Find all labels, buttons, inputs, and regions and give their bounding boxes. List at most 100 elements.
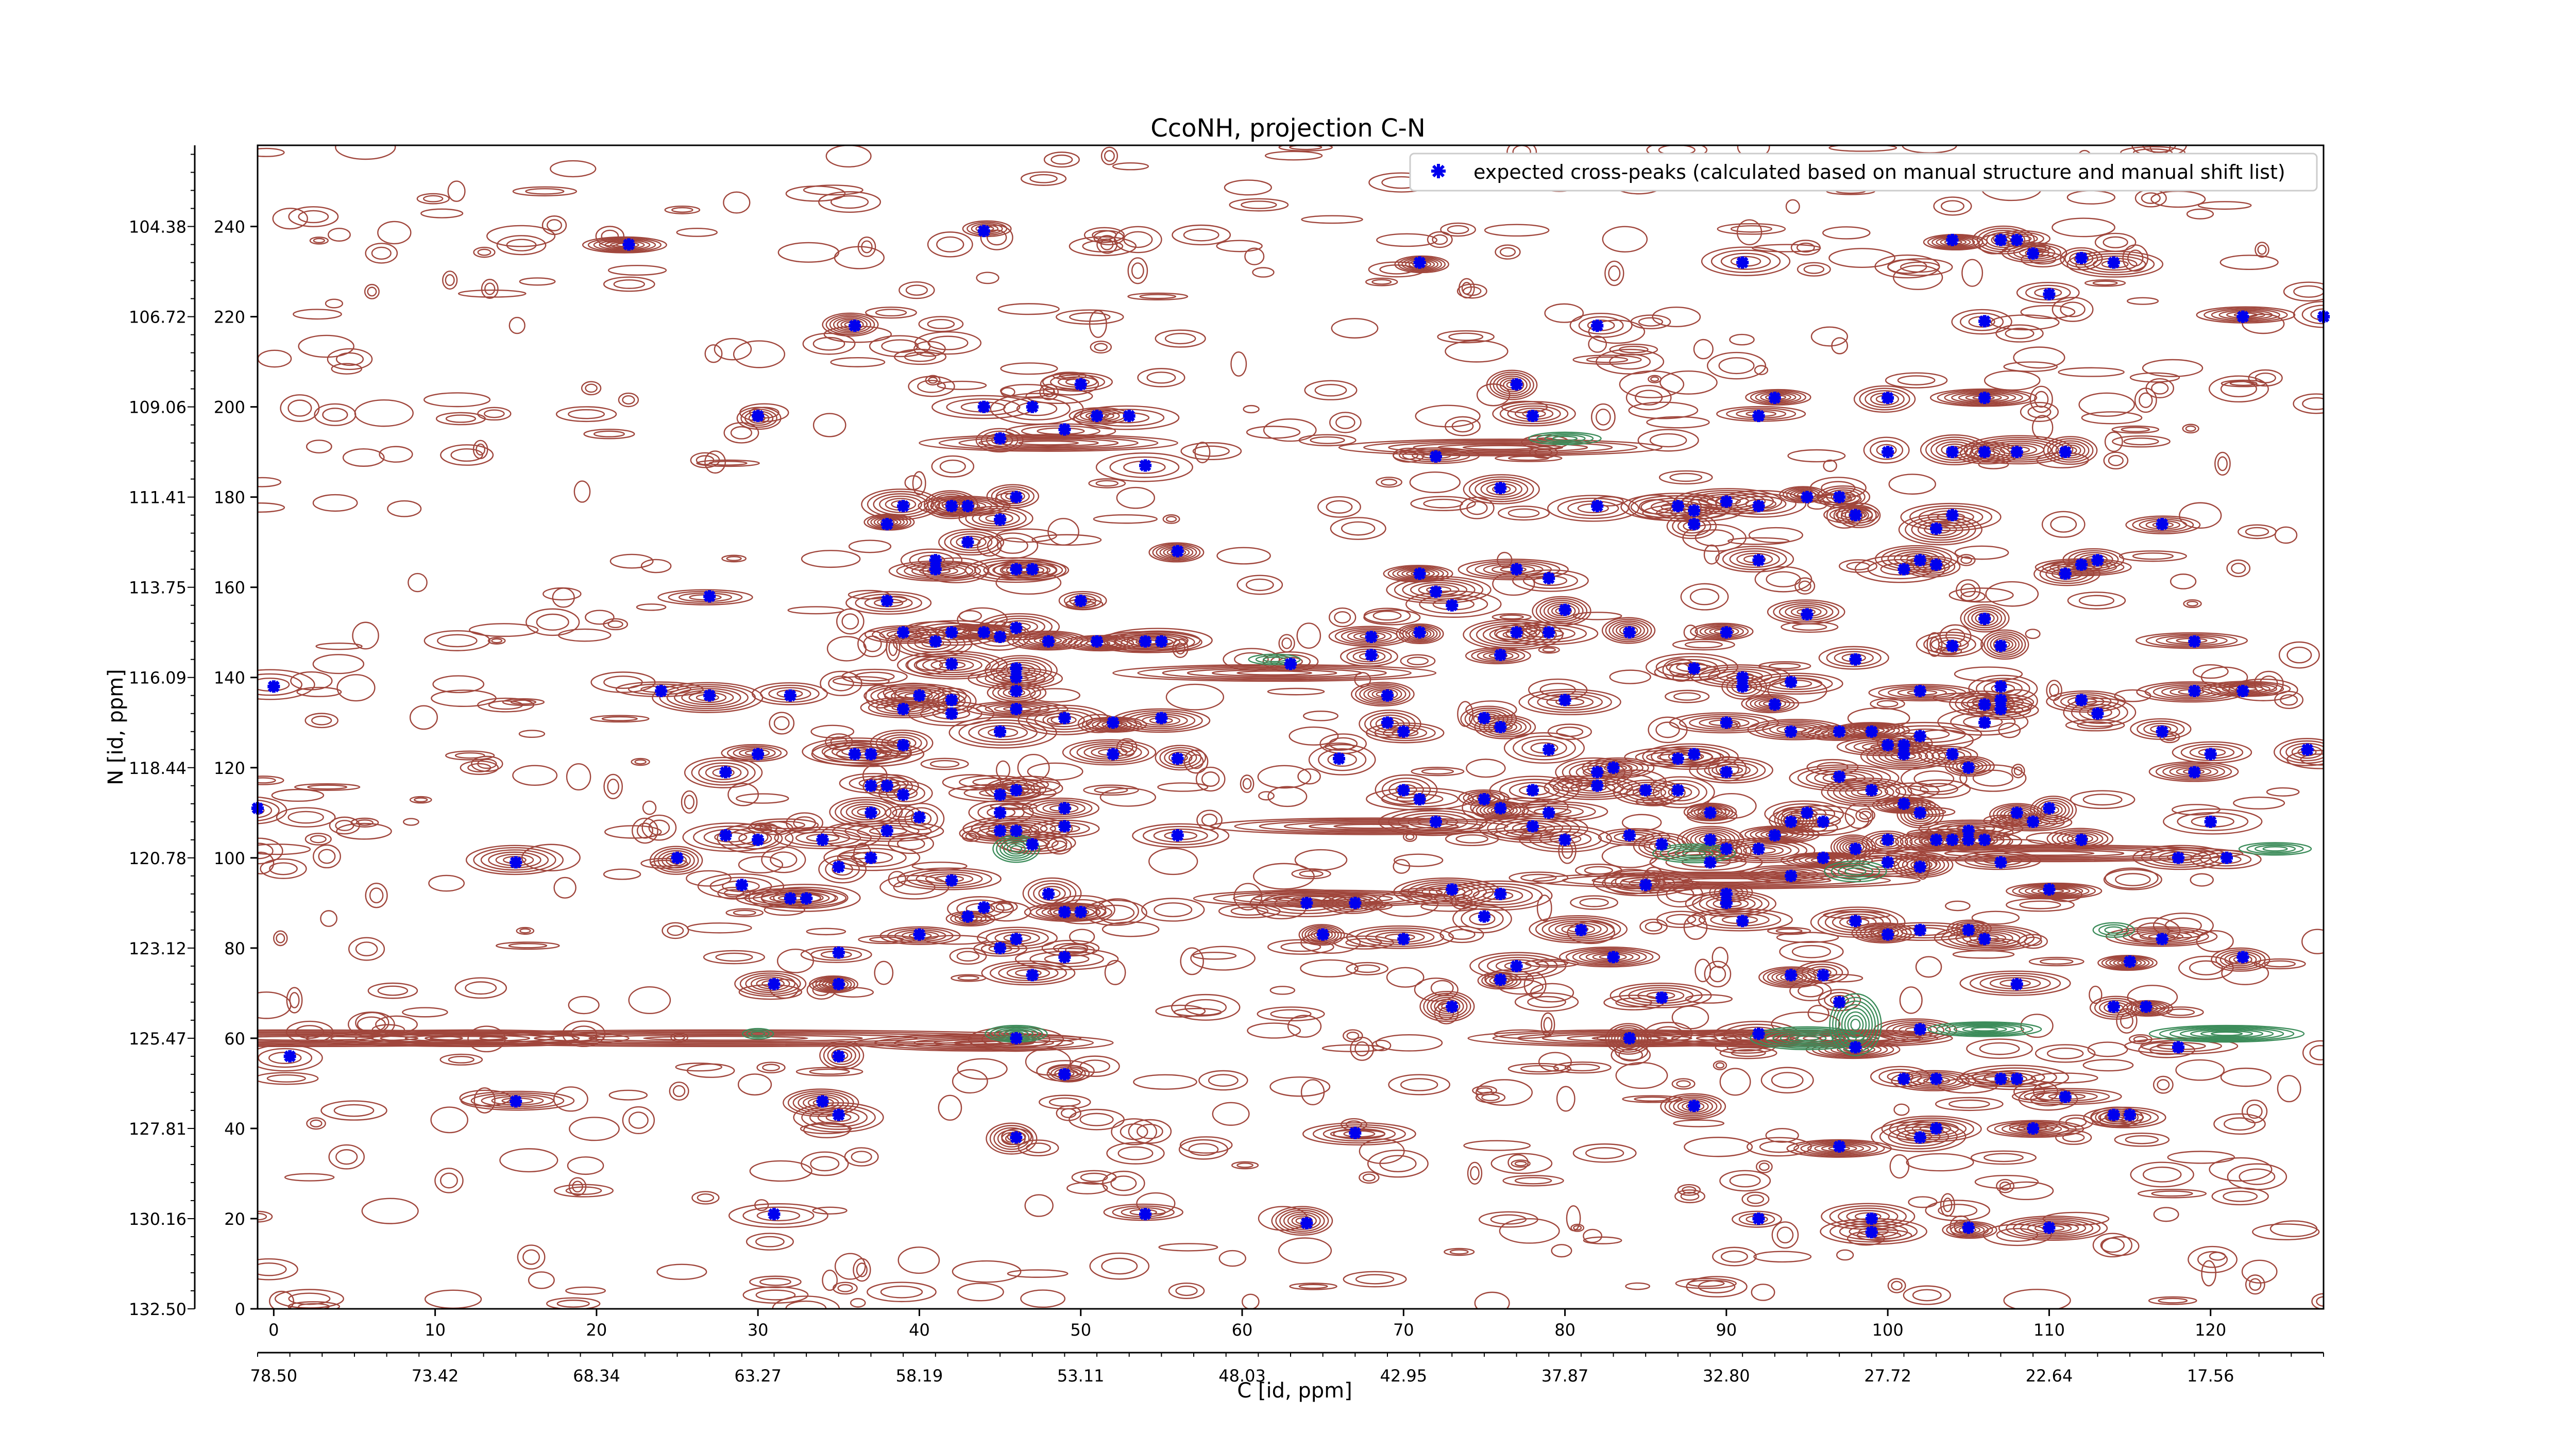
noise-contour [1444, 1248, 1475, 1256]
cross-peak-marker [832, 1050, 845, 1063]
x-tick-label: 110 [2033, 1320, 2065, 1340]
noise-contour [486, 225, 556, 247]
x-tick-label: 100 [1872, 1320, 1904, 1340]
cross-peak-marker [2156, 933, 2168, 946]
cross-peak-marker [1397, 725, 1410, 738]
cross-peak-marker [1623, 1032, 1636, 1044]
peak-contour [2083, 1106, 2166, 1128]
noise-contour [1242, 1293, 1260, 1309]
noise-contour [848, 540, 892, 553]
noise-contour [1828, 145, 1897, 152]
noise-contour [1173, 1007, 1222, 1017]
cross-peak-marker [1720, 626, 1733, 639]
peak-contour [2293, 301, 2324, 328]
noise-contour [2103, 869, 2162, 890]
noise-contour [516, 926, 535, 935]
noise-contour [348, 937, 385, 961]
noise-contour [825, 145, 872, 167]
noise-contour [1906, 1153, 1974, 1172]
noise-contour [957, 1283, 1004, 1302]
noise-contour [377, 221, 412, 245]
noise-contour [908, 376, 955, 397]
noise-contour [952, 1260, 1022, 1283]
cross-peak-marker [1865, 1212, 1878, 1225]
noise-contour [293, 309, 342, 320]
noise-contour [886, 634, 901, 662]
noise-contour [1622, 1095, 1683, 1103]
noise-contour [1885, 372, 1948, 389]
noise-contour [1020, 1289, 1066, 1308]
cross-peak-marker [1930, 1122, 1943, 1135]
cross-peak-marker [1688, 662, 1701, 675]
cross-peak-marker [1058, 951, 1071, 964]
x-secondary-tick-label: 63.27 [734, 1366, 782, 1386]
noise-contour [2253, 958, 2306, 970]
noise-contour [756, 1062, 786, 1074]
cross-peak-marker [622, 238, 635, 251]
noise-contour [1246, 426, 1301, 439]
noise-contour [1572, 355, 1642, 365]
cross-peak-marker [2043, 288, 2056, 300]
noise-contour [1330, 517, 1386, 540]
cross-peak-marker [1300, 897, 1313, 909]
noise-contour [296, 686, 342, 697]
noise-contour [1767, 926, 1811, 935]
x-axis-label: C [id, ppm] [1237, 1379, 1352, 1403]
cross-peak-marker [1558, 694, 1571, 706]
cross-peak-marker [1752, 1212, 1765, 1225]
noise-contour [428, 874, 465, 892]
noise-contour [1162, 514, 1180, 524]
cross-peak-marker [1058, 423, 1071, 436]
cross-peak-marker [1010, 1032, 1023, 1044]
cross-peak-marker [1623, 626, 1636, 639]
cross-peak-marker [977, 901, 990, 914]
cross-peak-marker [1994, 233, 2007, 246]
y-secondary-tick-label: 118.44 [129, 759, 187, 778]
peak-contour [1687, 908, 1793, 932]
cross-peak-marker [1543, 743, 1555, 756]
peak-contour [1900, 502, 2002, 531]
noise-contour [1822, 226, 1871, 240]
noise-contour [914, 331, 982, 355]
noise-contour [2228, 678, 2298, 701]
noise-contour [1794, 577, 1816, 595]
cross-peak-marker [1429, 450, 1442, 463]
noise-contour [1100, 146, 1118, 165]
cross-peak-marker [2236, 684, 2249, 697]
noise-contour [1297, 768, 1321, 785]
negative-contour [2092, 922, 2135, 938]
noise-contour [1940, 1193, 1955, 1217]
cross-peak-marker [2010, 233, 2023, 246]
noise-contour [1538, 646, 1560, 654]
chart-title: CcoNH, projection C-N [1150, 114, 1426, 143]
noise-contour [447, 180, 466, 202]
cross-peak-marker [1720, 495, 1733, 508]
noise-contour [1269, 986, 1296, 995]
peak-contour [1748, 672, 1843, 695]
cross-peak-marker [1543, 626, 1555, 639]
negative-contour [2238, 842, 2312, 856]
noise-contour [736, 793, 789, 804]
cross-peak-marker [2156, 518, 2168, 531]
noise-contour [379, 446, 413, 463]
noise-contour [1066, 1182, 1108, 1194]
noise-contour [681, 790, 698, 814]
noise-contour [331, 363, 363, 375]
noise-contour [1415, 405, 1481, 428]
noise-contour [2269, 1220, 2318, 1237]
noise-contour [1899, 986, 1923, 1014]
x-secondary-tick-label: 42.95 [1380, 1366, 1427, 1386]
cross-peak-marker [832, 978, 845, 990]
noise-contour [1278, 1237, 1332, 1264]
noise-contour [2104, 431, 2123, 452]
noise-contour [294, 783, 361, 791]
noise-contour [2103, 451, 2129, 469]
peak-contour [697, 873, 785, 899]
noise-contour [696, 459, 760, 467]
cross-peak-marker [929, 563, 942, 576]
cross-peak-marker [1994, 680, 2007, 693]
noise-contour [1467, 1161, 1483, 1185]
noise-contour [258, 844, 311, 855]
noise-contour [1604, 260, 1624, 287]
cross-peak-marker [977, 400, 990, 413]
